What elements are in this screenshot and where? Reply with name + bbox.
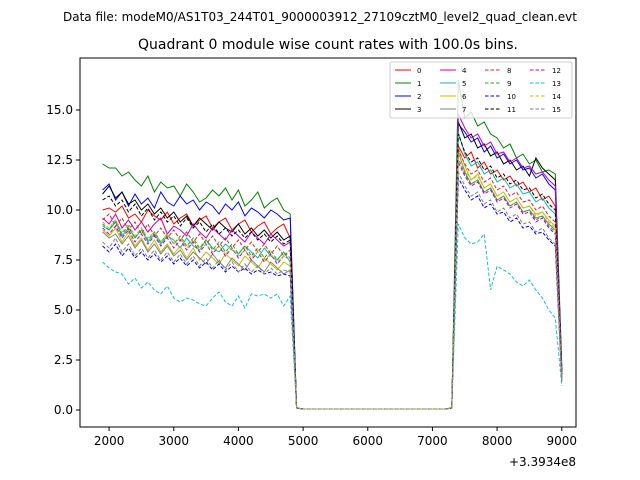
legend-label-0: 0	[417, 67, 421, 75]
series-layer	[102, 79, 563, 410]
legend-label-12: 12	[552, 67, 561, 75]
x-tick-label: 8000	[482, 434, 513, 448]
x-tick-label: 2000	[94, 434, 125, 448]
x-tick-label: 7000	[417, 434, 448, 448]
plot-area-frame	[79, 57, 577, 428]
legend-label-4: 4	[462, 67, 467, 75]
legend-label-15: 15	[552, 106, 561, 114]
legend-label-14: 14	[552, 93, 561, 101]
legend-label-7: 7	[462, 106, 466, 114]
series-line-11	[102, 133, 563, 410]
legend-label-3: 3	[417, 106, 421, 114]
figure-suptitle: Data file: modeM0/AS1T03_244T01_90000039…	[63, 10, 577, 24]
x-tick-label: 9000	[546, 434, 577, 448]
legend-label-13: 13	[552, 80, 561, 88]
x-tick-label: 5000	[288, 434, 319, 448]
y-axis: 0.0 2.5 5.0 7.5 10.0 12.5 15.0	[46, 103, 80, 417]
legend-label-5: 5	[462, 80, 466, 88]
chart-title: Quadrant 0 module wise count rates with …	[138, 37, 518, 53]
legend-label-1: 1	[417, 80, 421, 88]
legend-frame	[389, 61, 573, 119]
y-tick-label: 0.0	[54, 403, 73, 417]
x-axis-offset-label: +3.3934e8	[509, 455, 576, 469]
x-tick-label: 3000	[158, 434, 189, 448]
series-line-15	[102, 171, 563, 410]
y-tick-label: 5.0	[54, 303, 73, 317]
x-axis: 2000 3000 4000 5000 6000 7000 8000 9000	[94, 427, 577, 448]
plot-area-background	[80, 58, 576, 427]
legend-label-10: 10	[507, 93, 516, 101]
legend-label-8: 8	[507, 67, 511, 75]
legend-label-11: 11	[507, 106, 516, 114]
legend-label-6: 6	[462, 93, 467, 101]
y-tick-label: 12.5	[46, 153, 73, 167]
legend-label-2: 2	[417, 93, 421, 101]
y-tick-label: 10.0	[46, 203, 73, 217]
legend-label-9: 9	[507, 80, 511, 88]
y-tick-label: 7.5	[54, 253, 73, 267]
x-tick-label: 6000	[352, 434, 383, 448]
y-tick-label: 15.0	[46, 103, 73, 117]
x-tick-label: 4000	[223, 434, 254, 448]
series-line-10	[102, 176, 563, 410]
y-tick-label: 2.5	[54, 353, 73, 367]
